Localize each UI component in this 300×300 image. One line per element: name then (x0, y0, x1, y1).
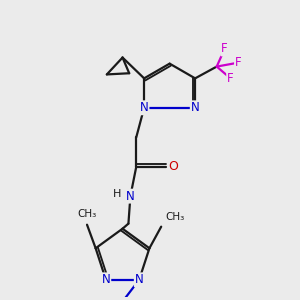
Text: N: N (135, 273, 143, 286)
Text: O: O (169, 160, 178, 173)
Text: F: F (235, 56, 242, 69)
Text: N: N (140, 101, 148, 114)
Text: CH₃: CH₃ (165, 212, 184, 222)
Text: CH₃: CH₃ (77, 209, 97, 219)
Text: N: N (191, 101, 200, 114)
Text: N: N (126, 190, 135, 202)
Text: F: F (227, 72, 234, 85)
Text: N: N (101, 273, 110, 286)
Text: F: F (221, 42, 228, 56)
Text: H: H (112, 189, 121, 199)
